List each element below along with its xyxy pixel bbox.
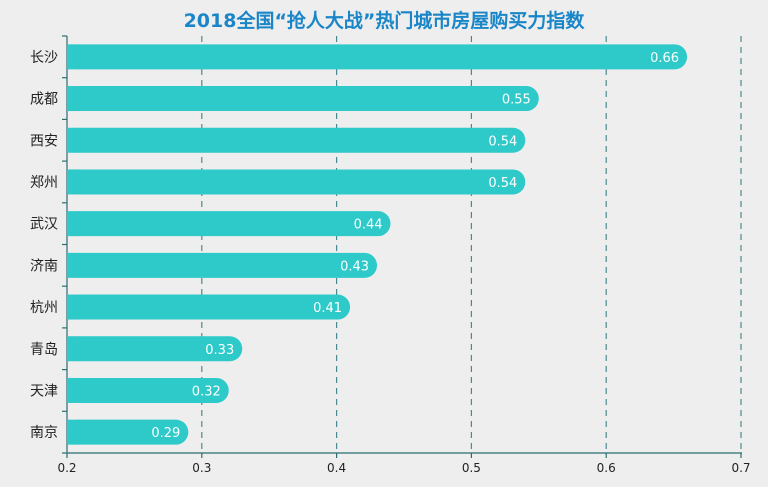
category-label: 天津 bbox=[30, 383, 58, 399]
bar-value-label: 0.43 bbox=[340, 259, 369, 274]
bar bbox=[67, 127, 526, 153]
category-label: 济南 bbox=[30, 258, 58, 274]
bar bbox=[67, 294, 351, 320]
category-label: 长沙 bbox=[30, 50, 58, 66]
bar-left-cap bbox=[67, 169, 80, 195]
bar-left-cap bbox=[67, 211, 80, 237]
bar bbox=[67, 377, 229, 403]
bar bbox=[67, 169, 526, 195]
bar-left-cap bbox=[67, 86, 80, 112]
chart-title: 2018全国“抢人大战”热门城市房屋购买力指数 bbox=[183, 10, 585, 32]
bar bbox=[67, 86, 539, 112]
bar-left-cap bbox=[67, 127, 80, 153]
bar-left-cap bbox=[67, 377, 80, 403]
bar-left-cap bbox=[67, 294, 80, 320]
category-label: 青岛 bbox=[30, 342, 58, 358]
bar bbox=[67, 44, 688, 70]
bar-value-label: 0.55 bbox=[502, 93, 531, 108]
bar-left-cap bbox=[67, 252, 80, 278]
bar-left-cap bbox=[67, 419, 80, 445]
bar-value-label: 0.66 bbox=[650, 51, 679, 66]
bar-value-label: 0.44 bbox=[354, 218, 383, 233]
bar-value-label: 0.41 bbox=[313, 301, 342, 316]
x-tick-label: 0.2 bbox=[57, 461, 76, 475]
bar bbox=[67, 252, 378, 278]
bar-value-label: 0.29 bbox=[151, 426, 180, 441]
category-label: 成都 bbox=[30, 92, 58, 108]
x-tick-label: 0.7 bbox=[731, 461, 750, 475]
bar-left-cap bbox=[67, 44, 80, 70]
bar-left-cap bbox=[67, 336, 80, 362]
category-label: 西安 bbox=[30, 133, 58, 149]
x-tick-label: 0.4 bbox=[327, 461, 346, 475]
bar-value-label: 0.54 bbox=[488, 176, 517, 191]
x-tick-label: 0.3 bbox=[192, 461, 211, 475]
bar-value-label: 0.54 bbox=[488, 134, 517, 149]
x-tick-label: 0.6 bbox=[597, 461, 616, 475]
bar bbox=[67, 211, 391, 237]
category-label: 郑州 bbox=[30, 175, 58, 191]
bar-value-label: 0.33 bbox=[205, 343, 234, 358]
bar-value-label: 0.32 bbox=[192, 384, 221, 399]
category-label: 武汉 bbox=[30, 217, 58, 233]
category-label: 杭州 bbox=[30, 300, 58, 316]
x-tick-label: 0.5 bbox=[462, 461, 481, 475]
category-label: 南京 bbox=[30, 425, 58, 441]
bar bbox=[67, 419, 189, 445]
bar bbox=[67, 336, 243, 362]
